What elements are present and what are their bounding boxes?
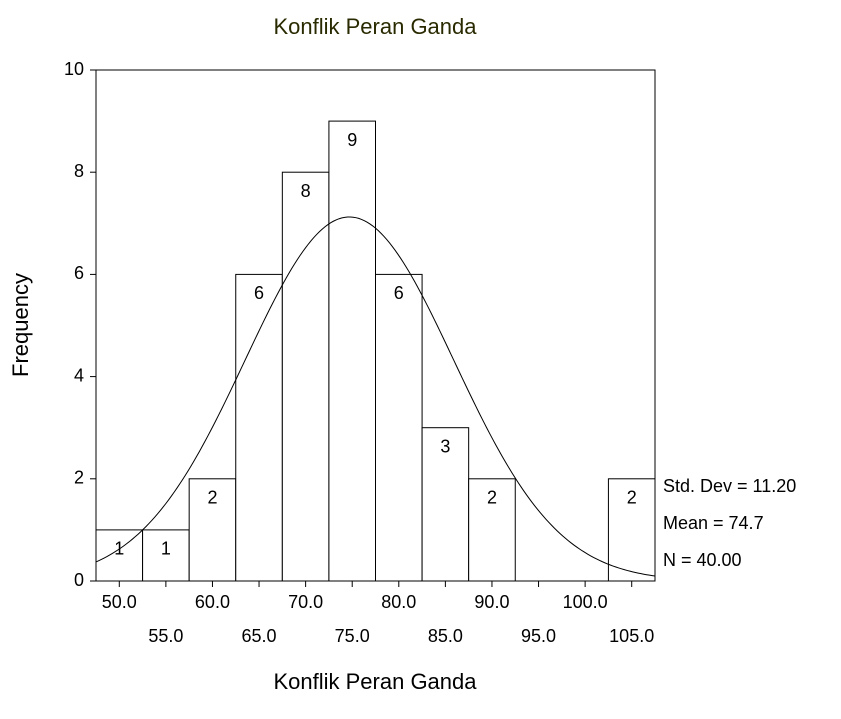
data-label: 2 bbox=[207, 488, 217, 508]
x-tick-label: 50.0 bbox=[102, 592, 137, 612]
y-tick-label: 4 bbox=[74, 365, 84, 385]
bar bbox=[329, 121, 376, 581]
stat-label: Std. Dev = 11.20 bbox=[663, 476, 796, 496]
data-label: 2 bbox=[627, 488, 637, 508]
y-tick-label: 2 bbox=[74, 468, 84, 488]
y-axis-label: Frequency bbox=[8, 273, 33, 377]
x-tick-label: 75.0 bbox=[335, 626, 370, 646]
data-label: 3 bbox=[440, 436, 450, 456]
data-label: 1 bbox=[161, 539, 171, 559]
x-axis-label: Konflik Peran Ganda bbox=[273, 669, 477, 694]
x-tick-label: 70.0 bbox=[288, 592, 323, 612]
y-tick-label: 8 bbox=[74, 161, 84, 181]
stat-label: N = 40.00 bbox=[663, 550, 742, 570]
y-tick-label: 0 bbox=[74, 570, 84, 590]
x-tick-label: 55.0 bbox=[148, 626, 183, 646]
x-tick-label: 80.0 bbox=[381, 592, 416, 612]
data-label: 2 bbox=[487, 488, 497, 508]
stat-label: Mean = 74.7 bbox=[663, 513, 764, 533]
data-label: 6 bbox=[394, 283, 404, 303]
x-tick-label: 105.0 bbox=[609, 626, 654, 646]
data-label: 6 bbox=[254, 283, 264, 303]
bar bbox=[236, 274, 283, 581]
y-tick-label: 10 bbox=[64, 59, 84, 79]
x-tick-label: 85.0 bbox=[428, 626, 463, 646]
x-tick-label: 65.0 bbox=[242, 626, 277, 646]
x-tick-label: 90.0 bbox=[474, 592, 509, 612]
chart: Konflik Peran Ganda Konflik Peran Ganda … bbox=[0, 0, 841, 719]
chart-title: Konflik Peran Ganda bbox=[273, 14, 477, 39]
x-tick-label: 95.0 bbox=[521, 626, 556, 646]
x-tick-label: 100.0 bbox=[563, 592, 608, 612]
bar bbox=[376, 274, 423, 581]
x-tick-label: 60.0 bbox=[195, 592, 230, 612]
page: Konflik Peran Ganda Konflik Peran Ganda … bbox=[0, 0, 841, 719]
data-label: 8 bbox=[301, 181, 311, 201]
y-tick-label: 6 bbox=[74, 263, 84, 283]
data-label: 9 bbox=[347, 130, 357, 150]
bar bbox=[282, 172, 329, 581]
